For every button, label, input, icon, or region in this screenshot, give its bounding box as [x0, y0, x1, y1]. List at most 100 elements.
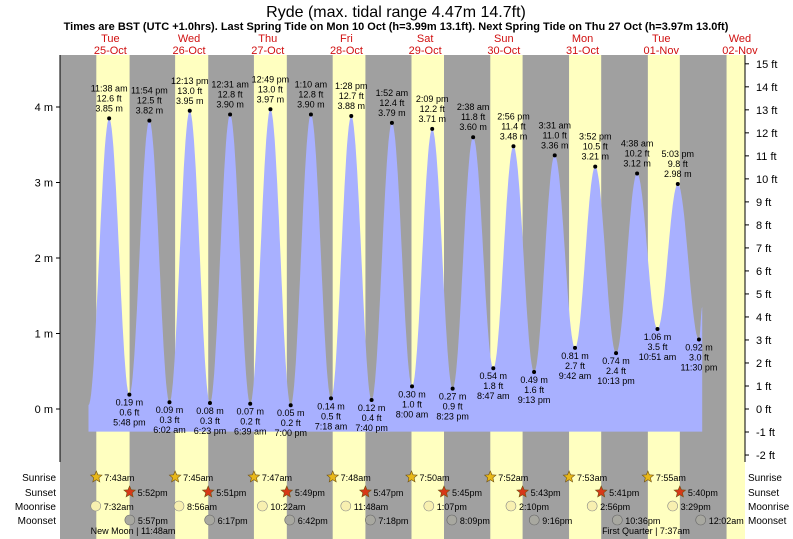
y-tick-label-right: -1 ft — [756, 427, 775, 439]
sunrise-time: 7:55am — [656, 473, 686, 483]
y-tick-label-right: 5 ft — [756, 289, 771, 301]
sunrise-icon — [641, 470, 655, 483]
y-tick-label-right: 1 ft — [756, 381, 771, 393]
day-name: Sun — [494, 33, 514, 45]
day-name: Thu — [258, 33, 277, 45]
tide-point — [573, 345, 578, 350]
moonrise-icon — [667, 500, 678, 512]
tide-point — [248, 401, 253, 406]
tide-point — [308, 112, 313, 117]
tide-point — [430, 126, 435, 131]
moonset-icon — [695, 514, 707, 526]
high-time: 2:56 pm — [497, 111, 530, 121]
tide-point — [491, 366, 496, 371]
tide-point — [207, 400, 212, 405]
tide-point — [696, 337, 701, 342]
high-time: 2:38 am — [457, 102, 490, 112]
sunset-icon — [673, 485, 687, 498]
tide-point — [389, 120, 394, 125]
day-name: Sat — [417, 33, 434, 45]
low-time: 9:42 am — [559, 371, 592, 381]
sunset-time: 5:41pm — [609, 488, 639, 498]
sunset-icon — [280, 485, 294, 498]
moonrise-time: 10:22am — [270, 502, 305, 512]
tide-point — [614, 351, 619, 356]
tide-point — [410, 384, 415, 389]
high-time: 3:52 pm — [579, 132, 612, 142]
y-axis-meters: 0 m 1 m 2 m 3 m 4 m — [35, 55, 61, 462]
y-tick-label-right: 4 ft — [756, 312, 771, 324]
high-metres: 3.12 m — [623, 158, 651, 168]
day-name: Wed — [729, 33, 751, 45]
moonrise-icon — [90, 500, 102, 512]
high-feet: 12.8 ft — [218, 90, 244, 100]
high-metres: 3.95 m — [176, 96, 204, 106]
sunset-icon — [358, 485, 372, 498]
high-metres: 3.48 m — [500, 131, 528, 141]
sunrise-icon — [168, 470, 182, 483]
y-tick-label-right: 14 ft — [756, 82, 777, 94]
row-label-left: Sunrise — [22, 473, 56, 484]
low-time: 7:40 pm — [355, 423, 388, 433]
moonset-icon — [446, 514, 458, 526]
low-metres: 0.08 m — [196, 406, 224, 416]
moonrise-icon — [505, 500, 517, 512]
y-tick-label-right: 6 ft — [756, 266, 771, 278]
low-metres: 0.30 m — [398, 389, 426, 399]
high-feet: 12.8 ft — [298, 90, 324, 100]
low-feet: 3.5 ft — [647, 342, 668, 352]
high-feet: 9.8 ft — [668, 159, 689, 169]
low-feet: 0.3 ft — [159, 415, 180, 425]
y-tick-label-left: 1 m — [35, 329, 53, 341]
high-metres: 3.79 m — [378, 108, 406, 118]
low-time: 6:39 am — [234, 427, 267, 437]
moonrise-icon — [586, 500, 598, 512]
low-feet: 0.6 ft — [119, 408, 140, 418]
tide-point — [329, 396, 334, 401]
y-tick-label-left: 4 m — [35, 102, 53, 114]
high-feet: 13.0 ft — [177, 86, 203, 96]
sunrise-time: 7:43am — [104, 473, 134, 483]
day-date: 26-Oct — [173, 45, 206, 57]
high-metres: 2.98 m — [664, 169, 692, 179]
sunset-time: 5:43pm — [531, 488, 561, 498]
tide-point — [228, 112, 233, 117]
low-metres: 0.19 m — [116, 398, 144, 408]
sunset-time: 5:47pm — [373, 488, 403, 498]
day-headers: Tue25-OctWed26-OctThu27-OctFri28-OctSat2… — [94, 33, 758, 57]
moonset-time: 6:42pm — [298, 516, 328, 526]
tide-point — [369, 397, 374, 402]
sunset-icon — [516, 485, 530, 498]
high-metres: 3.21 m — [581, 152, 609, 162]
tide-point — [635, 171, 640, 176]
day-date: 28-Oct — [330, 45, 363, 57]
moonset-time: 6:17pm — [218, 516, 248, 526]
moonset-time: 5:57pm — [138, 516, 168, 526]
day-date: 02-Nov — [722, 45, 758, 57]
low-metres: 0.49 m — [520, 375, 548, 385]
low-metres: 0.07 m — [236, 407, 264, 417]
high-time: 12:49 pm — [252, 74, 290, 84]
moonset-icon — [612, 514, 623, 526]
high-feet: 11.0 ft — [543, 130, 568, 140]
row-label-left: Moonset — [18, 516, 57, 527]
row-label-right: Sunrise — [748, 473, 782, 484]
low-feet: 0.9 ft — [443, 402, 464, 412]
row-label-right: Moonrise — [748, 502, 790, 513]
day-date: 31-Oct — [566, 45, 599, 57]
tide-point — [552, 153, 557, 158]
sunrise-time: 7:48am — [341, 473, 371, 483]
low-feet: 0.3 ft — [200, 416, 221, 426]
high-feet: 12.5 ft — [137, 96, 163, 106]
y-tick-label-right: 0 ft — [756, 404, 771, 416]
day-name: Wed — [178, 33, 200, 45]
tide-point — [471, 135, 476, 140]
moonset-icon — [528, 514, 540, 526]
daylight-band — [726, 55, 745, 539]
low-feet: 1.0 ft — [402, 399, 423, 409]
day-date: 01-Nov — [644, 45, 680, 57]
y-tick-label-left: 0 m — [35, 404, 53, 416]
high-time: 3:31 am — [538, 120, 571, 130]
low-feet: 1.8 ft — [483, 381, 504, 391]
